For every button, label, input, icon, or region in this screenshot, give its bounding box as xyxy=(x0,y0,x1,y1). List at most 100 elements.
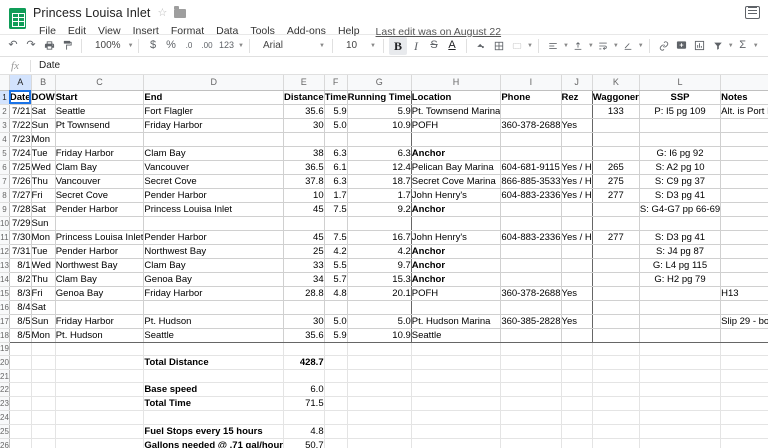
cell-A12[interactable]: 7/31 xyxy=(9,244,32,259)
cell-E21[interactable] xyxy=(283,369,325,384)
cell-F6[interactable]: 6.1 xyxy=(324,160,348,175)
cell-E13[interactable]: 33 xyxy=(283,258,325,273)
cell-L10[interactable] xyxy=(639,216,722,231)
horizontal-align-icon[interactable] xyxy=(544,37,562,55)
cell-G19[interactable] xyxy=(347,342,412,356)
cell-F15[interactable]: 4.8 xyxy=(324,286,348,301)
cell-D15[interactable]: Friday Harbor xyxy=(143,286,284,301)
cell-M23[interactable] xyxy=(720,396,768,412)
cell-I13[interactable] xyxy=(500,258,562,273)
row-header-17[interactable]: 17 xyxy=(0,314,10,329)
cell-C10[interactable] xyxy=(55,216,145,231)
cell-K11[interactable]: 277 xyxy=(592,230,640,245)
cell-M9[interactable] xyxy=(720,202,768,217)
cell-G12[interactable]: 4.2 xyxy=(347,244,412,259)
cell-F8[interactable]: 1.7 xyxy=(324,188,348,203)
cell-D25[interactable]: Fuel Stops every 15 hours xyxy=(143,424,284,439)
cell-C6[interactable]: Clam Bay xyxy=(55,160,145,175)
cell-G3[interactable]: 10.9 xyxy=(347,118,412,133)
cell-H4[interactable] xyxy=(411,132,502,147)
cell-H2[interactable]: Pt. Townsend Marina xyxy=(411,104,502,119)
row-header-1[interactable]: 1 xyxy=(0,90,10,105)
cell-D19[interactable] xyxy=(143,342,284,356)
cell-J14[interactable] xyxy=(561,272,593,287)
cell-K21[interactable] xyxy=(592,369,640,384)
cell-F5[interactable]: 6.3 xyxy=(324,146,348,161)
cell-E26[interactable]: 50.7 xyxy=(283,438,325,448)
cell-L2[interactable]: P: I5 pg 109 xyxy=(639,104,722,119)
cell-K9[interactable] xyxy=(592,202,640,217)
column-header-g[interactable]: G xyxy=(347,75,412,91)
insert-chart-icon[interactable] xyxy=(691,37,709,55)
cell-E9[interactable]: 45 xyxy=(283,202,325,217)
cell-J3[interactable]: Yes xyxy=(561,118,593,133)
cell-K6[interactable]: 265 xyxy=(592,160,640,175)
row-header-3[interactable]: 3 xyxy=(0,118,10,133)
cell-G23[interactable] xyxy=(347,396,412,412)
cell-M12[interactable] xyxy=(720,244,768,259)
cell-F12[interactable]: 4.2 xyxy=(324,244,348,259)
cell-L7[interactable]: S: C9 pg 37 xyxy=(639,174,722,189)
menu-data[interactable]: Data xyxy=(216,25,239,37)
cell-C19[interactable] xyxy=(55,342,145,356)
column-header-l[interactable]: L xyxy=(639,75,722,91)
menu-insert[interactable]: Insert xyxy=(132,25,159,37)
cell-E14[interactable]: 34 xyxy=(283,272,325,287)
column-header-h[interactable]: H xyxy=(411,75,502,91)
cell-J2[interactable] xyxy=(561,104,593,119)
cell-F2[interactable]: 5.9 xyxy=(324,104,348,119)
cell-L14[interactable]: G: H2 pg 79 xyxy=(639,272,722,287)
cell-H17[interactable]: Pt. Hudson Marina xyxy=(411,314,502,329)
cell-L17[interactable] xyxy=(639,314,722,329)
cell-C9[interactable]: Pender Harbor xyxy=(55,202,145,217)
cell-B16[interactable]: Sat xyxy=(31,300,56,315)
text-wrap-icon[interactable] xyxy=(594,37,612,55)
comment-icon[interactable] xyxy=(745,6,760,19)
cell-L13[interactable]: G: L4 pg 115 xyxy=(639,258,722,273)
cell-H7[interactable]: Secret Cove Marina xyxy=(411,174,502,189)
cell-C12[interactable]: Pender Harbor xyxy=(55,244,145,259)
cell-C13[interactable]: Northwest Bay xyxy=(55,258,145,273)
cell-I3[interactable]: 360-378-2688 xyxy=(500,118,562,133)
cell-M19[interactable] xyxy=(720,342,768,356)
cell-A5[interactable]: 7/24 xyxy=(9,146,32,161)
last-edit-link[interactable]: Last edit was on August 22 xyxy=(375,25,502,38)
row-header-8[interactable]: 8 xyxy=(0,188,10,203)
cell-I24[interactable] xyxy=(500,410,562,425)
table-row[interactable]: 26 Gallons needed @ .71 gal/hour 50.7 xyxy=(0,438,768,448)
cell-E17[interactable]: 30 xyxy=(283,314,325,329)
cell-H12[interactable]: Anchor xyxy=(411,244,502,259)
zoom-select[interactable]: 100% ▼ xyxy=(87,37,134,55)
row-header-18[interactable]: 18 xyxy=(0,328,10,343)
cell-M5[interactable] xyxy=(720,146,768,161)
decrease-decimal-button[interactable]: .0 xyxy=(185,40,193,50)
menu-addons[interactable]: Add-ons xyxy=(286,25,326,37)
cell-K5[interactable] xyxy=(592,146,640,161)
cell-G4[interactable] xyxy=(347,132,412,147)
cell-C2[interactable]: Seattle xyxy=(55,104,145,119)
bold-button[interactable]: B xyxy=(388,36,407,55)
cell-L26[interactable] xyxy=(639,438,722,448)
cell-D6[interactable]: Vancouver xyxy=(143,160,284,175)
cell-A23[interactable] xyxy=(9,396,32,412)
cell-B15[interactable]: Fri xyxy=(31,286,56,301)
cell-A25[interactable] xyxy=(9,424,32,439)
cell-I5[interactable] xyxy=(500,146,562,161)
cell-H20[interactable] xyxy=(411,355,502,370)
cell-J16[interactable] xyxy=(561,300,593,315)
cell-D10[interactable] xyxy=(143,216,284,231)
cell-K7[interactable]: 275 xyxy=(592,174,640,189)
row-header-23[interactable]: 23 xyxy=(0,396,10,412)
cell-H14[interactable]: Anchor xyxy=(411,272,502,287)
cell-H10[interactable] xyxy=(411,216,502,231)
cell-I8[interactable]: 604-883-2336 xyxy=(500,188,562,203)
cell-L11[interactable]: S: D3 pg 41 xyxy=(639,230,722,245)
cell-G21[interactable] xyxy=(347,369,412,384)
row-header-25[interactable]: 25 xyxy=(0,424,10,439)
cell-J13[interactable] xyxy=(561,258,593,273)
star-icon[interactable]: ☆ xyxy=(157,6,168,19)
cell-J15[interactable]: Yes xyxy=(561,286,593,301)
cell-B10[interactable]: Sun xyxy=(31,216,56,231)
cell-H3[interactable]: POFH xyxy=(411,118,502,133)
cell-C22[interactable] xyxy=(55,382,145,398)
